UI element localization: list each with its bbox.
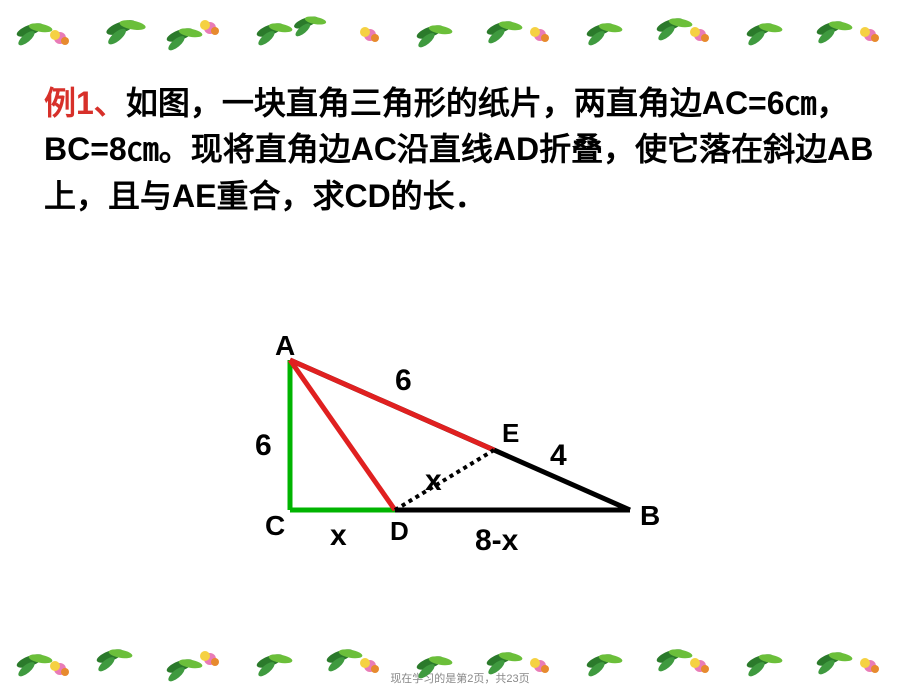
label-E: E (502, 418, 519, 448)
floral-border-bottom (0, 621, 920, 691)
label-B: B (640, 500, 660, 531)
triangle-diagram: A C B D E 6 6 4 x x 8-x (230, 330, 690, 590)
problem-part1: 如图，一块直角三角形的纸片，两直角边 (126, 85, 702, 121)
len-EB: 4 (550, 439, 567, 472)
label-D: D (390, 516, 409, 546)
len-DE: x (425, 464, 442, 497)
floral-border-top (0, 0, 920, 70)
label-A: A (275, 330, 295, 361)
problem-text: 例1、如图，一块直角三角形的纸片，两直角边AC=6㎝，BC=8㎝。现将直角边AC… (44, 80, 876, 219)
label-C: C (265, 510, 285, 541)
edge-DE (395, 450, 494, 510)
len-AE: 6 (395, 364, 412, 397)
len-DB: 8-x (475, 524, 519, 557)
example-label: 例1、 (44, 85, 126, 121)
len-CD: x (330, 519, 347, 552)
len-AC: 6 (255, 429, 272, 462)
